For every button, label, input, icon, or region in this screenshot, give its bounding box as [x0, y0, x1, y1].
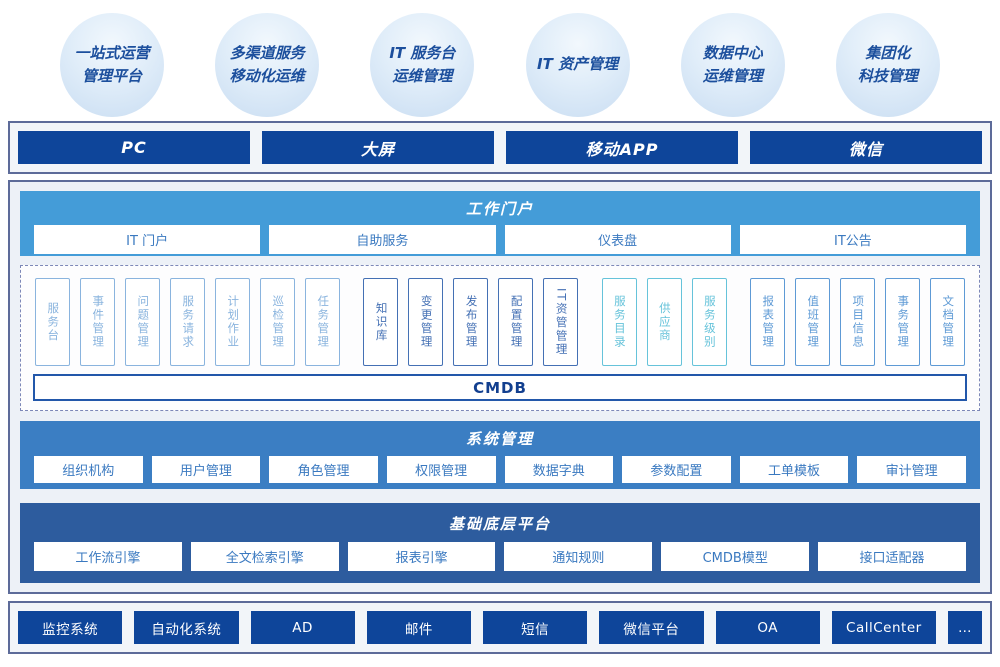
- capability-bubbles: 一站式运营 管理平台 多渠道服务 移动化运维 IT 服务台 运维管理 IT 资产…: [0, 0, 1000, 121]
- module-column: 变更管理: [408, 278, 444, 367]
- module-group-change: 知识库 变更管理 发布管理 配置管理 IT资管管理: [363, 278, 579, 367]
- capability-bubble-label: 一站式运营 管理平台: [74, 44, 150, 85]
- integration-item: …: [948, 611, 982, 644]
- base-platform-item: 工作流引擎: [34, 542, 182, 572]
- base-platform-section: 基础底层平台 工作流引擎 全文检索引擎 报表引擎 通知规则 CMDB模型 接口适…: [20, 503, 980, 583]
- capability-bubble-label: IT 服务台 运维管理: [389, 44, 456, 85]
- base-platform-item: 全文检索引擎: [190, 542, 339, 572]
- module-column: 发布管理: [453, 278, 489, 367]
- system-item: 审计管理: [857, 456, 966, 484]
- system-title: 系统管理: [465, 430, 534, 449]
- portal-item: IT 门户: [34, 225, 261, 254]
- module-group-report: 报表管理 值班管理 项目信息 事务管理 文档管理: [749, 278, 965, 367]
- module-column: 服务请求: [170, 278, 205, 367]
- channel-item: 移动APP: [506, 131, 738, 164]
- portal-title: 工作门户: [465, 200, 534, 218]
- module-column: 服务台: [35, 278, 70, 367]
- integration-item: 监控系统: [18, 611, 123, 644]
- module-groups: 服务台 事件管理 问题管理 服务请求 计划作业 巡检管理 任务管理 知识库: [21, 266, 979, 367]
- integration-item: CallCenter: [831, 611, 936, 644]
- capability-bubble: 一站式运营 管理平台: [60, 12, 164, 117]
- capability-bubble: 多渠道服务 移动化运维: [215, 12, 320, 117]
- portal-item: IT公告: [739, 225, 966, 254]
- channel-item: 大屏: [262, 131, 494, 164]
- integration-item: 短信: [483, 611, 588, 644]
- system-item: 组织机构: [34, 456, 143, 484]
- channel-item: 微信: [750, 131, 982, 164]
- base-platform-items: 工作流引擎 全文检索引擎 报表引擎 通知规则 CMDB模型 接口适配器: [20, 534, 980, 572]
- integrations-row: 监控系统 自动化系统 AD 邮件 短信 微信平台 OA CallCenter …: [10, 603, 990, 652]
- platform-panel: 工作门户 IT 门户 自助服务 仪表盘 IT公告 服务台 事件管理 问题管: [8, 180, 992, 594]
- integration-item: 微信平台: [599, 611, 704, 644]
- module-column: 问题管理: [125, 278, 160, 367]
- capability-bubble-label: IT 资产管理: [537, 55, 619, 74]
- capability-bubble: IT 服务台 运维管理: [370, 12, 475, 117]
- module-group-service: 服务台 事件管理 问题管理 服务请求 计划作业 巡检管理 任务管理: [35, 278, 340, 367]
- module-column: 供应商: [646, 278, 682, 367]
- portal-item: 自助服务: [269, 225, 496, 254]
- module-column: 文档管理: [929, 278, 965, 367]
- capability-bubble: IT 资产管理: [525, 12, 630, 117]
- base-platform-title: 基础底层平台: [448, 515, 551, 534]
- system-item: 参数配置: [622, 456, 731, 484]
- system-item: 角色管理: [269, 456, 378, 484]
- integration-item: 邮件: [366, 611, 471, 644]
- system-item: 用户管理: [151, 456, 261, 484]
- capability-bubble-label: 数据中心 运维管理: [702, 44, 763, 85]
- base-platform-item: 通知规则: [504, 542, 653, 572]
- channels-row: PC 大屏 移动APP 微信: [10, 123, 990, 172]
- capability-bubble-label: 多渠道服务 移动化运维: [229, 44, 305, 85]
- module-column: 报表管理: [749, 278, 785, 367]
- capability-bubble: 集团化 科技管理: [835, 12, 940, 117]
- module-column: 服务目录: [601, 278, 637, 367]
- portal-items: IT 门户 自助服务 仪表盘 IT公告: [20, 219, 980, 254]
- module-column: 服务级别: [691, 278, 727, 367]
- cmdb-bar: CMDB: [33, 374, 967, 402]
- system-item: 数据字典: [504, 456, 614, 484]
- capability-bubble: 数据中心 运维管理: [680, 12, 785, 117]
- module-column: 项目信息: [839, 278, 875, 367]
- base-platform-item: 接口适配器: [818, 542, 966, 572]
- system-item: 工单模板: [739, 456, 849, 484]
- integrations-bar: 监控系统 自动化系统 AD 邮件 短信 微信平台 OA CallCenter …: [8, 601, 992, 654]
- module-group-catalog: 服务目录 供应商 服务级别: [601, 278, 727, 367]
- portal-section: 工作门户 IT 门户 自助服务 仪表盘 IT公告: [20, 191, 980, 257]
- module-column: 配置管理: [498, 278, 534, 367]
- module-column: 事务管理: [884, 278, 920, 367]
- modules-section: 服务台 事件管理 问题管理 服务请求 计划作业 巡检管理 任务管理 知识库: [20, 265, 980, 412]
- module-column: 巡检管理: [260, 278, 295, 367]
- system-section: 系统管理 组织机构 用户管理 角色管理 权限管理 数据字典 参数配置 工单模板 …: [20, 421, 980, 490]
- integration-item: AD: [250, 611, 355, 644]
- channels-bar: PC 大屏 移动APP 微信: [8, 121, 992, 174]
- channel-item: PC: [18, 131, 250, 164]
- module-column: 计划作业: [215, 278, 250, 367]
- portal-item: 仪表盘: [504, 225, 731, 254]
- system-item: 权限管理: [386, 456, 496, 484]
- module-column: IT资管管理: [543, 278, 579, 367]
- integration-item: 自动化系统: [134, 611, 239, 644]
- integration-item: OA: [715, 611, 820, 644]
- system-items: 组织机构 用户管理 角色管理 权限管理 数据字典 参数配置 工单模板 审计管理: [20, 449, 980, 494]
- module-column: 任务管理: [305, 278, 340, 367]
- module-column: 事件管理: [80, 278, 115, 367]
- module-column: 知识库: [363, 278, 399, 367]
- base-platform-item: CMDB模型: [661, 542, 810, 572]
- module-column: 值班管理: [794, 278, 830, 367]
- capability-bubble-label: 集团化 科技管理: [857, 44, 918, 85]
- base-platform-item: 报表引擎: [347, 542, 496, 572]
